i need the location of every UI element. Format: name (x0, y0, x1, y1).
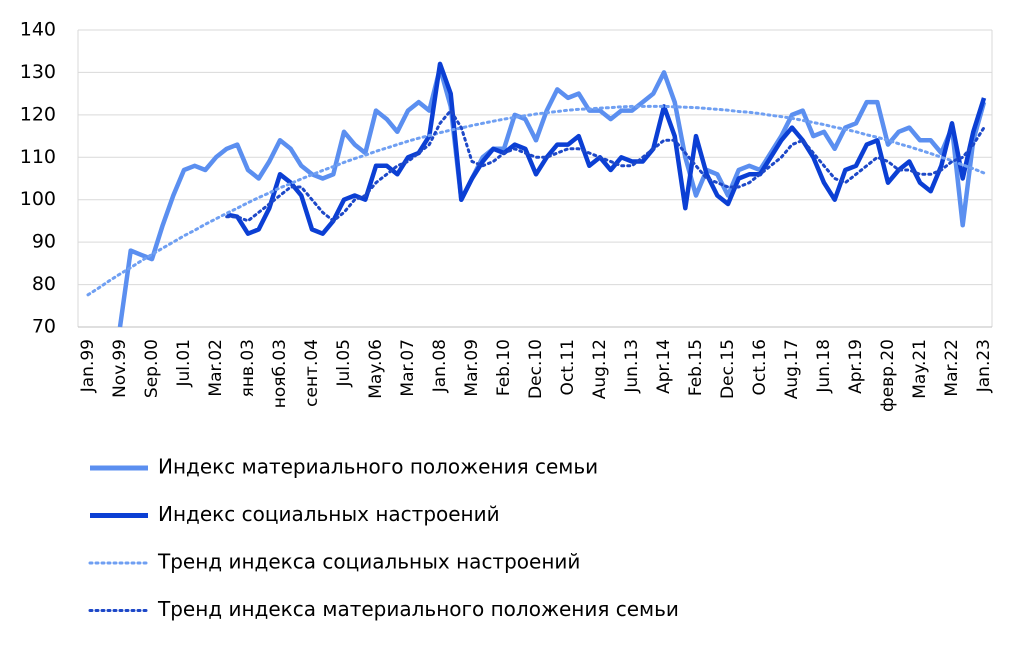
x-tick-label: февр.20 (878, 339, 898, 412)
x-tick-label: Apr.19 (846, 339, 866, 394)
legend-label: Тренд индекса социальных настроений (157, 550, 580, 574)
trend-line (86, 104, 986, 297)
x-tick-label: Oct.11 (558, 339, 578, 395)
x-tick-label: Jul.05 (334, 339, 354, 388)
x-tick-label: Mar.02 (206, 339, 226, 397)
legend-label: Индекс материального положения семьи (158, 455, 598, 479)
x-tick-label: Mar.07 (398, 339, 418, 397)
y-tick-label: 90 (32, 231, 56, 253)
y-tick-label: 100 (20, 188, 56, 210)
y-tick-label: 140 (20, 19, 56, 41)
x-tick-label: Dec.10 (526, 339, 546, 399)
y-tick-label: 110 (20, 146, 56, 168)
x-tick-label: Jan.08 (430, 339, 450, 393)
x-tick-label: Jun.18 (814, 339, 834, 394)
x-tick-label: Jun.13 (622, 339, 642, 394)
x-tick-label: Apr.14 (654, 339, 674, 394)
y-tick-label: 120 (20, 103, 56, 125)
legend-label: Тренд индекса материального положения се… (157, 597, 679, 621)
y-tick-label: 70 (32, 316, 56, 338)
x-tick-label: янв.03 (238, 339, 258, 397)
y-tick-label: 130 (20, 61, 56, 83)
x-tick-label: нояб.03 (270, 339, 290, 408)
x-tick-label: Oct.16 (750, 339, 770, 395)
x-tick-label: сент.04 (302, 339, 322, 407)
x-tick-label: Nov.99 (110, 339, 130, 398)
y-tick-label: 80 (32, 273, 56, 295)
x-tick-label: Jan.99 (78, 339, 98, 393)
x-tick-label: Jan.23 (974, 339, 994, 393)
x-tick-label: Aug.12 (590, 339, 610, 399)
x-tick-label: Feb.15 (686, 339, 706, 396)
x-tick-label: May.06 (366, 339, 386, 399)
x-tick-label: Jul.01 (174, 339, 194, 388)
legend-label: Индекс социальных настроений (158, 502, 500, 526)
x-tick-label: May.21 (910, 339, 930, 399)
x-tick-label: Sep.00 (142, 339, 162, 398)
series-line (117, 65, 987, 328)
x-tick-label: Mar.09 (462, 339, 482, 397)
x-tick-label: Mar.22 (942, 339, 962, 397)
trend-line (225, 109, 986, 223)
x-tick-label: Aug.17 (782, 339, 802, 399)
series-line (226, 61, 987, 236)
x-tick-label: Feb.10 (494, 339, 514, 396)
x-tick-label: Dec.15 (718, 339, 738, 399)
